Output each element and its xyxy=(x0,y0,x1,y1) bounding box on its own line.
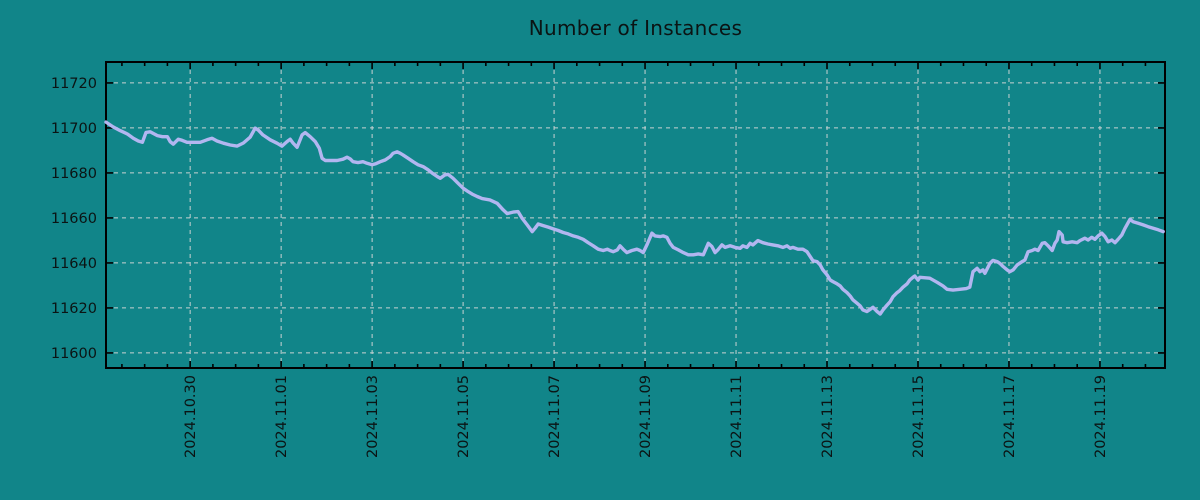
chart-title: Number of Instances xyxy=(528,16,743,40)
x-tick-label: 2024.11.13 xyxy=(820,375,836,458)
x-tick-label: 2024.11.09 xyxy=(638,375,654,458)
x-tick-label: 2024.11.03 xyxy=(365,375,381,458)
y-tick-label: 11700 xyxy=(51,121,97,137)
x-tick-label: 2024.11.17 xyxy=(1002,375,1018,458)
x-tick-label: 2024.11.05 xyxy=(456,375,472,458)
x-tick-label: 2024.11.01 xyxy=(274,375,290,458)
y-tick-label: 11600 xyxy=(51,346,97,362)
x-tick-label: 2024.11.11 xyxy=(729,375,745,458)
data-line-instances xyxy=(104,120,1165,316)
plot-border xyxy=(105,61,1166,369)
x-tick-label: 2024.11.07 xyxy=(547,375,563,458)
x-tick-label: 2024.11.19 xyxy=(1093,375,1109,458)
x-tick-label: 2024.11.15 xyxy=(911,375,927,458)
y-tick-label: 11680 xyxy=(51,166,97,182)
y-tick-label: 11660 xyxy=(51,211,97,227)
y-tick-label: 11720 xyxy=(51,76,97,92)
y-tick-label: 11640 xyxy=(51,256,97,272)
x-tick-label: 2024.10.30 xyxy=(183,375,199,458)
y-tick-label: 11620 xyxy=(51,301,97,317)
